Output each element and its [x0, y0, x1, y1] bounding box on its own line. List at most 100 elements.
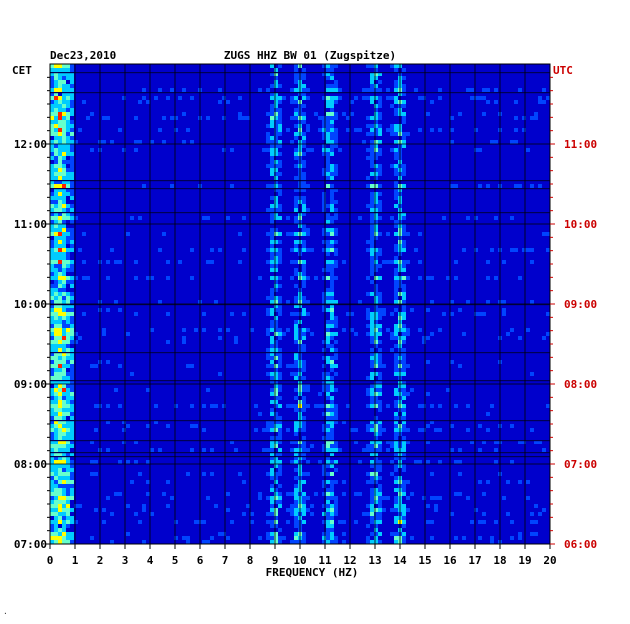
- heatmap-cell: [270, 288, 274, 292]
- heatmap-cell: [70, 284, 74, 288]
- heatmap-cell: [210, 472, 214, 476]
- heatmap-cell: [66, 444, 70, 448]
- heatmap-cell: [330, 144, 334, 148]
- heatmap-cell: [314, 492, 318, 496]
- heatmap-cell: [54, 172, 58, 176]
- heatmap-cell: [70, 296, 74, 300]
- heatmap-cell: [70, 468, 74, 472]
- heatmap-cell: [274, 216, 278, 220]
- heatmap-cell: [222, 116, 226, 120]
- heatmap-cell: [54, 304, 58, 308]
- heatmap-cell: [302, 376, 306, 380]
- heatmap-cell: [274, 480, 278, 484]
- heatmap-cell: [330, 64, 334, 68]
- heatmap-cell: [326, 72, 330, 76]
- heatmap-cell: [54, 244, 58, 248]
- heatmap-cell: [174, 520, 178, 524]
- heatmap-cell: [166, 312, 170, 316]
- heatmap-cell: [54, 424, 58, 428]
- heatmap-cell: [374, 192, 378, 196]
- heatmap-cell: [218, 100, 222, 104]
- heatmap-cell: [394, 364, 398, 368]
- heatmap-cell: [270, 296, 274, 300]
- heatmap-cell: [366, 276, 370, 280]
- heatmap-cell: [374, 512, 378, 516]
- heatmap-cell: [162, 116, 166, 120]
- heatmap-cell: [50, 536, 54, 540]
- heatmap-cell: [274, 396, 278, 400]
- heatmap-cell: [274, 188, 278, 192]
- heatmap-cell: [394, 248, 398, 252]
- heatmap-cell: [494, 440, 498, 444]
- heatmap-cell: [294, 448, 298, 452]
- heatmap-cell: [370, 332, 374, 336]
- heatmap-cell: [370, 252, 374, 256]
- heatmap-cell: [330, 72, 334, 76]
- heatmap-cell: [462, 248, 466, 252]
- heatmap-cell: [370, 228, 374, 232]
- heatmap-cell: [334, 80, 338, 84]
- heatmap-cell: [294, 152, 298, 156]
- left-time-tick-label: 10:00: [14, 298, 47, 311]
- x-tick-label: 19: [518, 554, 531, 567]
- heatmap-cell: [330, 172, 334, 176]
- heatmap-cell: [234, 336, 238, 340]
- heatmap-cell: [62, 268, 66, 272]
- heatmap-cell: [402, 212, 406, 216]
- heatmap-cell: [302, 440, 306, 444]
- heatmap-cell: [210, 536, 214, 540]
- heatmap-cell: [218, 248, 222, 252]
- heatmap-cell: [378, 316, 382, 320]
- heatmap-cell: [58, 408, 62, 412]
- heatmap-cell: [294, 68, 298, 72]
- heatmap-cell: [118, 492, 122, 496]
- heatmap-cell: [322, 412, 326, 416]
- heatmap-cell: [50, 92, 54, 96]
- heatmap-cell: [278, 204, 282, 208]
- heatmap-cell: [62, 212, 66, 216]
- heatmap-cell: [402, 224, 406, 228]
- heatmap-cell: [294, 88, 298, 92]
- heatmap-cell: [62, 404, 66, 408]
- heatmap-cell: [302, 176, 306, 180]
- heatmap-cell: [270, 240, 274, 244]
- heatmap-cell: [326, 540, 330, 544]
- heatmap-cell: [58, 252, 62, 256]
- heatmap-cell: [446, 276, 450, 280]
- heatmap-cell: [294, 352, 298, 356]
- heatmap-cell: [294, 500, 298, 504]
- heatmap-cell: [154, 404, 158, 408]
- heatmap-cell: [302, 368, 306, 372]
- heatmap-cell: [166, 504, 170, 508]
- heatmap-cell: [270, 356, 274, 360]
- heatmap-cell: [370, 320, 374, 324]
- heatmap-cell: [274, 356, 278, 360]
- heatmap-cell: [66, 492, 70, 496]
- heatmap-cell: [70, 304, 74, 308]
- heatmap-cell: [54, 112, 58, 116]
- heatmap-cell: [370, 192, 374, 196]
- heatmap-cell: [54, 360, 58, 364]
- heatmap-cell: [62, 508, 66, 512]
- heatmap-cell: [54, 192, 58, 196]
- heatmap-cell: [326, 300, 330, 304]
- heatmap-cell: [310, 512, 314, 516]
- heatmap-cell: [50, 356, 54, 360]
- heatmap-cell: [66, 64, 70, 68]
- heatmap-cell: [302, 104, 306, 108]
- heatmap-cell: [266, 536, 270, 540]
- heatmap-cell: [378, 468, 382, 472]
- heatmap-cell: [294, 340, 298, 344]
- heatmap-cell: [342, 328, 346, 332]
- heatmap-cell: [370, 364, 374, 368]
- heatmap-cell: [54, 292, 58, 296]
- heatmap-cell: [50, 460, 54, 464]
- heatmap-cell: [66, 232, 70, 236]
- heatmap-cell: [58, 392, 62, 396]
- heatmap-cell: [278, 328, 282, 332]
- heatmap-cell: [294, 508, 298, 512]
- heatmap-cell: [54, 268, 58, 272]
- heatmap-cell: [470, 88, 474, 92]
- heatmap-cell: [486, 412, 490, 416]
